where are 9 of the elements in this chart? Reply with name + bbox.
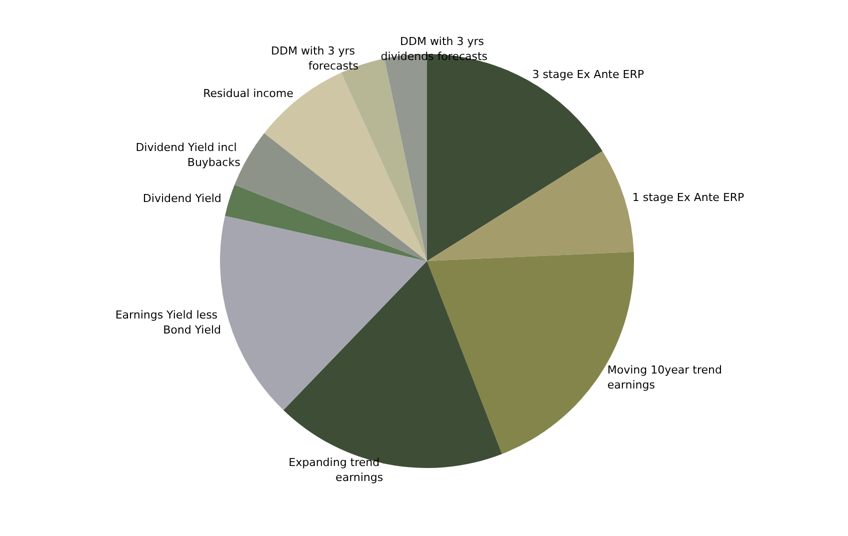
slice-label: Dividend Yield <box>142 192 222 205</box>
slice-label: Moving 10year trend earnings <box>607 363 726 392</box>
slice-label: 1 stage Ex Ante ERP <box>632 191 745 204</box>
slice-label: Dividend Yield incl Buybacks <box>136 140 241 169</box>
slice-label: 3 stage Ex Ante ERP <box>532 68 644 82</box>
slice-label: Expanding trend earnings <box>288 456 384 484</box>
slice-label: Residual income <box>203 87 294 100</box>
slice-label: Earnings Yield less Bond Yield <box>115 308 222 336</box>
slice-label: DDM with 3 yrs forecasts <box>271 44 359 73</box>
